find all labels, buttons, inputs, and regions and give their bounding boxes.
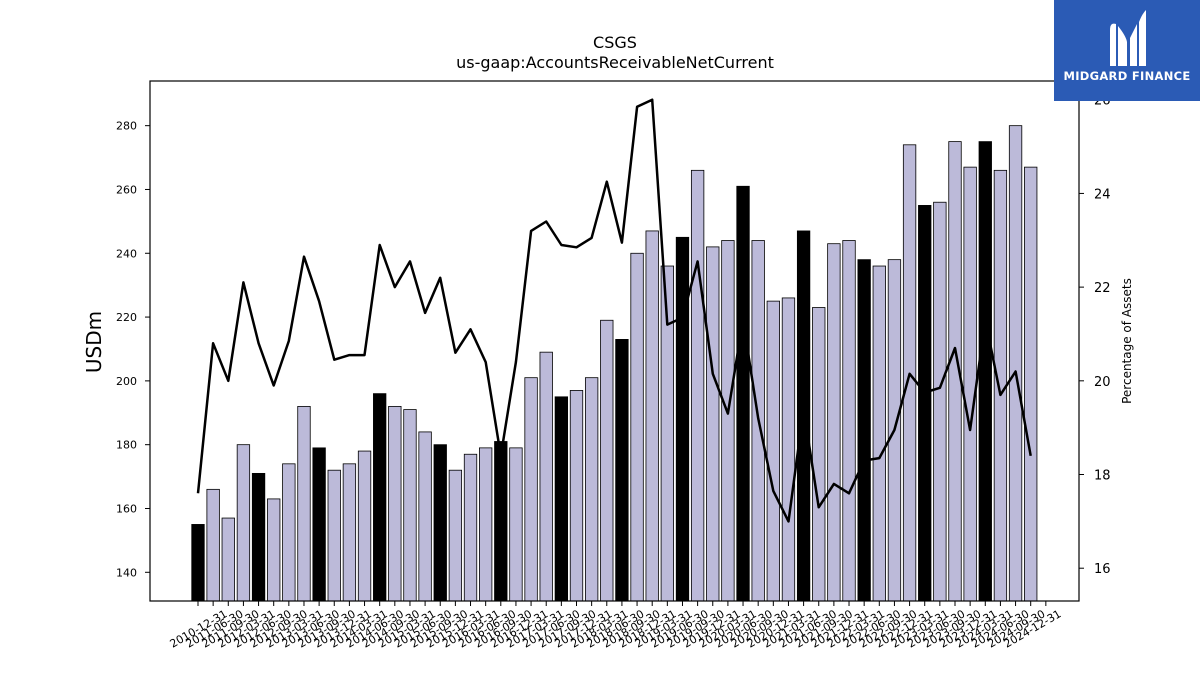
bar-2017-09-30: [600, 319, 614, 602]
bar-2022-03-31: [872, 265, 886, 602]
bar-2020-09-30: [781, 297, 796, 602]
bar-2019-06-30: [706, 246, 720, 602]
y2-tick-label-24: 24: [1094, 187, 1111, 202]
bar-2018-06-30: [645, 230, 659, 602]
y-tick-label-180: 180: [116, 439, 137, 452]
bar-2021-03-31: [812, 307, 826, 602]
bar-2012-09-30: [297, 405, 311, 602]
bar-2023-03-31: [933, 201, 947, 602]
logo-mark-icon: [1110, 10, 1146, 67]
bar-2018-12-31: [675, 236, 690, 602]
y2-tick-label-22: 22: [1094, 281, 1111, 296]
chart-title: CSGS: [593, 33, 637, 52]
bar-2023-09-30: [963, 166, 977, 602]
y-tick-label-220: 220: [116, 311, 137, 324]
bar-2016-12-31: [554, 396, 569, 602]
bar-2012-12-31: [312, 447, 326, 602]
bar-2013-09-30: [357, 450, 372, 602]
bar-2021-06-30: [827, 243, 841, 602]
logo-text: MIDGARD FINANCE: [1063, 69, 1191, 83]
bar-2015-06-30: [463, 453, 478, 602]
bar-2019-09-30: [721, 240, 735, 602]
bar-2020-06-30: [766, 300, 780, 602]
bar-2013-03-31: [327, 469, 341, 602]
bar-2011-06-30: [221, 517, 235, 602]
bar-2015-03-31: [448, 469, 463, 602]
chart-subtitle: us-gaap:AccountsReceivableNetCurrent: [456, 53, 774, 72]
y2-tick-label-20: 20: [1094, 375, 1111, 390]
bar-2017-06-30: [584, 377, 599, 602]
y-tick-label-240: 240: [116, 247, 137, 260]
plot-frame: [149, 80, 1080, 602]
bar-2010-12-31: [191, 524, 205, 602]
bar-2013-06-30: [342, 463, 357, 602]
bar-2024-09-30: [1024, 166, 1038, 602]
bar-2023-12-31: [978, 141, 992, 602]
bar-2014-09-30: [418, 431, 432, 602]
bar-2011-09-30: [236, 444, 251, 602]
y-tick-label-260: 260: [116, 183, 137, 196]
bar-2011-12-31: [251, 472, 266, 602]
bar-2015-09-30: [479, 447, 493, 602]
bar-2021-12-31: [857, 259, 871, 602]
y-tick-label-280: 280: [116, 120, 137, 133]
bar-2022-12-31: [918, 205, 932, 602]
bar-2014-12-31: [433, 444, 447, 602]
bar-2017-03-31: [569, 390, 584, 602]
bar-2019-12-31: [736, 185, 750, 602]
bar-2015-12-31: [494, 441, 508, 602]
plot-area: 1401601802002202402602801618202224262010…: [116, 80, 1111, 651]
bar-2019-03-31: [690, 169, 705, 602]
bar-2016-03-31: [509, 447, 523, 602]
bar-2024-03-31: [993, 169, 1008, 602]
bar-2011-03-31: [206, 488, 220, 602]
y2-tick-label-16: 16: [1094, 562, 1111, 577]
y2-axis-label: Percentage of Assets: [1120, 278, 1134, 404]
bar-2014-03-31: [388, 405, 402, 602]
midgard-finance-logo: MIDGARD FINANCE: [1054, 0, 1200, 101]
bar-2016-09-30: [539, 351, 553, 602]
y-tick-label-200: 200: [116, 375, 137, 388]
y-axis-label: USDm: [82, 311, 106, 373]
y-tick-label-160: 160: [116, 502, 137, 515]
bar-2021-09-30: [842, 240, 856, 602]
y-tick-label-140: 140: [116, 566, 137, 579]
bar-2024-06-30: [1008, 125, 1023, 602]
bar-2017-12-31: [615, 339, 629, 602]
bar-2014-06-30: [403, 409, 417, 602]
percentage-line: [196, 98, 1032, 523]
bar-2012-03-31: [267, 498, 281, 602]
bar-2013-12-31: [373, 393, 387, 602]
y2-tick-label-18: 18: [1094, 469, 1111, 484]
bar-2012-06-30: [282, 463, 296, 602]
bar-2016-06-30: [524, 377, 538, 602]
bar-2018-03-31: [630, 252, 644, 602]
